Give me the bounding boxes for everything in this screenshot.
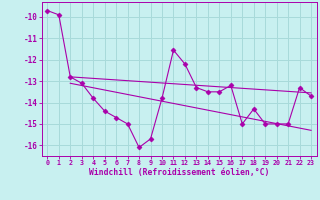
X-axis label: Windchill (Refroidissement éolien,°C): Windchill (Refroidissement éolien,°C) xyxy=(89,168,269,177)
